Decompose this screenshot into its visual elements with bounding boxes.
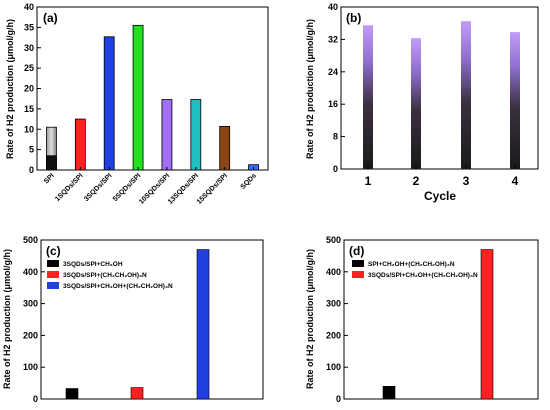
bar-3SQDs/SPI+CH3OH — [65, 388, 79, 400]
y-tick-label: 0 — [33, 394, 38, 404]
y-tick-label: 500 — [326, 235, 341, 245]
panel-a: (a) Rate of H2 production (μmol/g/h) 0 5 1… — [5, 2, 269, 206]
y-tick-label: 200 — [326, 330, 341, 340]
legend-label: 3SQDs/SPI+CH₃OH+(CH₂CH₂OH)₃N — [368, 272, 478, 279]
legend-swatch — [352, 260, 364, 267]
bar-10SQDs/SPI — [161, 99, 173, 171]
y-tick-label: 0 — [333, 164, 338, 174]
panel-d-ylabel: Rate of H2 production (μmol/g/h) — [305, 249, 315, 389]
panel-a-label: (a) — [43, 11, 58, 25]
x-tick-label: 1SQDs/SPI — [54, 172, 85, 203]
panel-b-frame — [340, 6, 539, 170]
panel-a-ylabel: Rate of H2 production (μmol/g/h) — [5, 19, 15, 159]
panel-a-bars — [46, 24, 259, 171]
y-tick-label: 20 — [24, 84, 34, 94]
y-tick-label: 100 — [326, 362, 341, 372]
x-tick-label: 5SQDs/SPI — [112, 172, 143, 203]
x-tick-label: SQDs — [240, 172, 259, 191]
x-tick-label: 3SQDs/SPI — [83, 172, 114, 203]
panel-d-yticks: 0 100 200 300 400 500 — [326, 235, 348, 404]
y-tick-label: 32 — [328, 34, 338, 44]
x-tick-label: 2 — [413, 174, 420, 188]
legend-swatch — [47, 282, 59, 289]
panel-b-xlabels: 1 2 3 4 — [365, 165, 519, 188]
y-tick-label: 35 — [24, 22, 34, 32]
panel-b-ylabel: Rate of H2 production (μmol/g/h) — [305, 19, 315, 159]
panel-c-label: (c) — [46, 244, 61, 258]
legend-label: 3SQDs/SPI+CH₃OH — [63, 261, 123, 268]
y-tick-label: 8 — [333, 132, 338, 142]
panel-c: (c) Rate of H2 production (μmol/g/h) 0 10… — [2, 235, 264, 404]
panel-b-xlabel: Cycle — [424, 189, 456, 203]
panel-c-legend: 3SQDs/SPI+CH₃OH 3SQDs/SPI+(CH₂CH₂OH)₃N 3SQ… — [47, 260, 173, 290]
y-tick-label: 10 — [24, 124, 34, 134]
bar-cycle-3 — [461, 21, 471, 169]
y-tick-label: 16 — [328, 99, 338, 109]
y-tick-label: 200 — [23, 330, 38, 340]
y-tick-label: 100 — [23, 362, 38, 372]
y-tick-label: 15 — [24, 104, 34, 114]
x-tick-label: 1 — [365, 174, 372, 188]
y-tick-label: 25 — [24, 63, 34, 73]
legend-label: 3SQDs/SPI+(CH₂CH₂OH)₃N — [63, 272, 147, 279]
y-tick-label: 40 — [328, 2, 338, 12]
y-tick-label: 0 — [336, 394, 341, 404]
y-tick-label: 300 — [23, 299, 38, 309]
y-tick-label: 30 — [24, 43, 34, 53]
panel-d-bars — [382, 249, 494, 400]
panel-b: (b) Rate of H2 production (μmol/g/h) Cyc… — [305, 2, 539, 203]
bar-SPI+CH3OH+(CH2CH2OH)3N — [382, 385, 396, 400]
legend-swatch — [47, 271, 59, 278]
panel-d-label: (d) — [349, 244, 364, 258]
legend-swatch — [47, 260, 59, 267]
panel-c-frame — [40, 239, 264, 400]
bar-cycle-2 — [411, 38, 421, 170]
x-tick-label: 4 — [512, 174, 519, 188]
y-tick-label: 0 — [29, 165, 34, 175]
panel-c-ylabel: Rate of H2 production (μmol/g/h) — [2, 249, 12, 389]
legend-label: 3SQDs/SPI+CH₃OH+(CH₂CH₂OH)₃N — [63, 283, 173, 290]
y-tick-label: 40 — [24, 2, 34, 12]
panel-a-yticks: 0 5 10 15 20 25 30 35 40 — [24, 2, 41, 175]
y-tick-label: 400 — [23, 267, 38, 277]
y-tick-label: 300 — [326, 299, 341, 309]
panel-b-bars — [363, 21, 520, 170]
x-tick-label: 3 — [463, 174, 470, 188]
panel-c-bars — [65, 249, 210, 400]
y-tick-label: 400 — [326, 267, 341, 277]
x-tick-label: SPI — [43, 172, 56, 185]
bar-3SQDs/SPI+CH3OH+(CH2CH2OH)3N — [196, 249, 210, 400]
bar-3SQDs/SPI+(CH2CH2OH)3N — [130, 387, 144, 400]
bar-1SQDs/SPI — [74, 118, 86, 171]
y-tick-label: 500 — [23, 235, 38, 245]
bar-15SQDs/SPI — [219, 125, 231, 171]
panel-b-yticks: 0 8 16 24 32 40 — [328, 2, 345, 174]
x-tick-label: 15SQDs/SPI — [196, 172, 229, 205]
panel-d-frame — [343, 239, 539, 400]
bar-5SQDs/SPI — [132, 24, 144, 171]
bar-3SQDs/SPI+CH3OH+(CH2CH2OH)3N — [480, 249, 494, 400]
panel-c-yticks: 0 100 200 300 400 500 — [23, 235, 45, 404]
y-tick-label: 24 — [328, 67, 338, 77]
panel-a-xlabels: SPI1SQDs/SPI3SQDs/SPI5SQDs/SPI10SQDs/SPI… — [43, 167, 258, 206]
bar-13SQDs/SPI — [190, 99, 202, 171]
panel-d: (d) Rate of H2 production (μmol/g/h) 0 10… — [305, 235, 539, 404]
legend-label: SPI+CH₃OH+(CH₂CH₂OH)₃N — [368, 261, 455, 268]
panel-a-frame — [36, 6, 269, 171]
panel-d-legend: SPI+CH₃OH+(CH₂CH₂OH)₃N 3SQDs/SPI+CH₃OH+(C… — [352, 260, 478, 279]
panel-b-label: (b) — [346, 11, 361, 25]
legend-swatch — [352, 271, 364, 278]
y-tick-label: 5 — [29, 145, 34, 155]
bar-cycle-1 — [363, 25, 373, 169]
bar-cycle-4 — [510, 32, 520, 169]
bar-3SQDs/SPI — [103, 36, 115, 171]
